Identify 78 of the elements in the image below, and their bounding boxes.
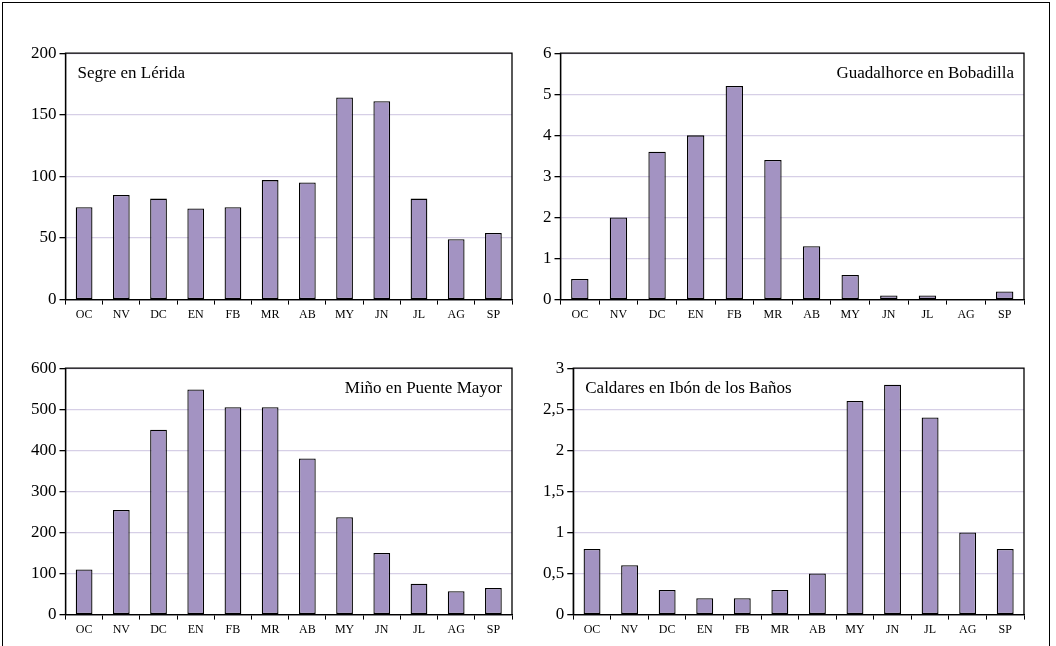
x-tick-label: MR: [260, 621, 280, 636]
text: Segre en Lérida: [77, 62, 186, 82]
x-tick-label: JN: [375, 306, 389, 321]
x-tick-label: AG: [957, 306, 976, 321]
x-tick-label: EN: [187, 621, 205, 636]
y-tick-label: 0,5: [543, 563, 565, 582]
x-tick-label: MY: [334, 306, 355, 321]
x-tick-label: FB: [225, 621, 241, 636]
x-tick-label: AB: [299, 621, 316, 636]
y-tick-label: 0: [48, 604, 57, 624]
y-tick-label: 0: [48, 289, 57, 309]
x-tick-label: AB: [809, 621, 826, 636]
y-tick-label: 100: [31, 563, 57, 582]
y-tick-label: 200: [31, 42, 57, 62]
y-tick-label: 3: [543, 165, 552, 185]
y-tick-label: 50: [39, 227, 57, 247]
x-tick-label: DC: [150, 621, 167, 636]
x-tick-label: EN: [187, 306, 205, 321]
x-tick-label: AG: [958, 621, 977, 636]
y-tick-label: 300: [31, 480, 57, 500]
y-tick-label: 1: [555, 521, 565, 541]
x-tick-label: OC: [75, 306, 93, 321]
y-tick-label: 2: [543, 206, 552, 226]
x-tick-label: MY: [334, 621, 355, 636]
x-tick-label: MR: [770, 621, 790, 636]
x-tick-label: JL: [412, 621, 425, 636]
y-tick-label: 4: [543, 124, 552, 144]
x-tick-label: JN: [882, 306, 896, 321]
x-tick-label: DC: [150, 306, 167, 321]
text: Guadalhorce en Bobadilla: [836, 62, 1015, 82]
x-tick-label: JL: [921, 306, 934, 321]
x-tick-label: MR: [763, 306, 783, 321]
x-tick-label: NV: [112, 621, 131, 636]
x-tick-label: MY: [845, 621, 865, 636]
x-tick-label: DC: [648, 306, 666, 321]
y-tick-label: 3: [555, 357, 565, 377]
x-tick-label: OC: [571, 306, 589, 321]
x-tick-label: FB: [734, 621, 750, 636]
x-tick-label: EN: [687, 306, 705, 321]
x-tick-label: JN: [885, 621, 900, 636]
y-tick-label: 600: [31, 357, 57, 377]
x-tick-label: AG: [447, 621, 466, 636]
x-tick-label: MR: [260, 306, 280, 321]
y-tick-label: 100: [31, 165, 57, 185]
x-tick-label: NV: [112, 306, 131, 321]
x-tick-label: MY: [840, 306, 861, 321]
text: Caldares en Ibón de los Baños: [585, 377, 792, 397]
x-tick-label: FB: [726, 306, 742, 321]
y-tick-label: 200: [31, 521, 57, 541]
x-tick-label: JL: [924, 621, 937, 636]
text: Miño en Puente Mayor: [344, 377, 503, 397]
x-tick-label: FB: [225, 306, 241, 321]
x-tick-label: AB: [803, 306, 820, 321]
y-tick-label: 5: [543, 83, 552, 103]
y-tick-label: 0: [543, 289, 552, 309]
x-tick-label: SP: [486, 621, 501, 636]
x-tick-label: OC: [583, 621, 601, 636]
x-tick-label: OC: [75, 621, 93, 636]
y-tick-label: 1,5: [543, 480, 565, 500]
x-tick-label: AG: [447, 306, 466, 321]
y-tick-label: 2,5: [543, 398, 565, 418]
y-tick-label: 2: [555, 439, 565, 459]
y-tick-label: 1: [543, 248, 552, 267]
x-tick-label: SP: [998, 621, 1013, 636]
x-tick-label: JN: [375, 621, 389, 636]
x-tick-label: NV: [609, 306, 628, 321]
y-tick-label: 150: [31, 104, 57, 124]
x-tick-label: AB: [299, 306, 316, 321]
x-tick-label: SP: [998, 306, 1012, 321]
y-tick-label: 6: [543, 42, 552, 62]
y-tick-label: 400: [31, 439, 57, 459]
x-tick-label: NV: [620, 621, 639, 636]
x-tick-label: SP: [486, 306, 501, 321]
y-tick-label: 500: [31, 398, 57, 418]
y-tick-label: 0: [555, 604, 565, 624]
x-tick-label: DC: [658, 621, 676, 636]
x-tick-label: JL: [412, 306, 425, 321]
x-tick-label: EN: [696, 621, 714, 636]
